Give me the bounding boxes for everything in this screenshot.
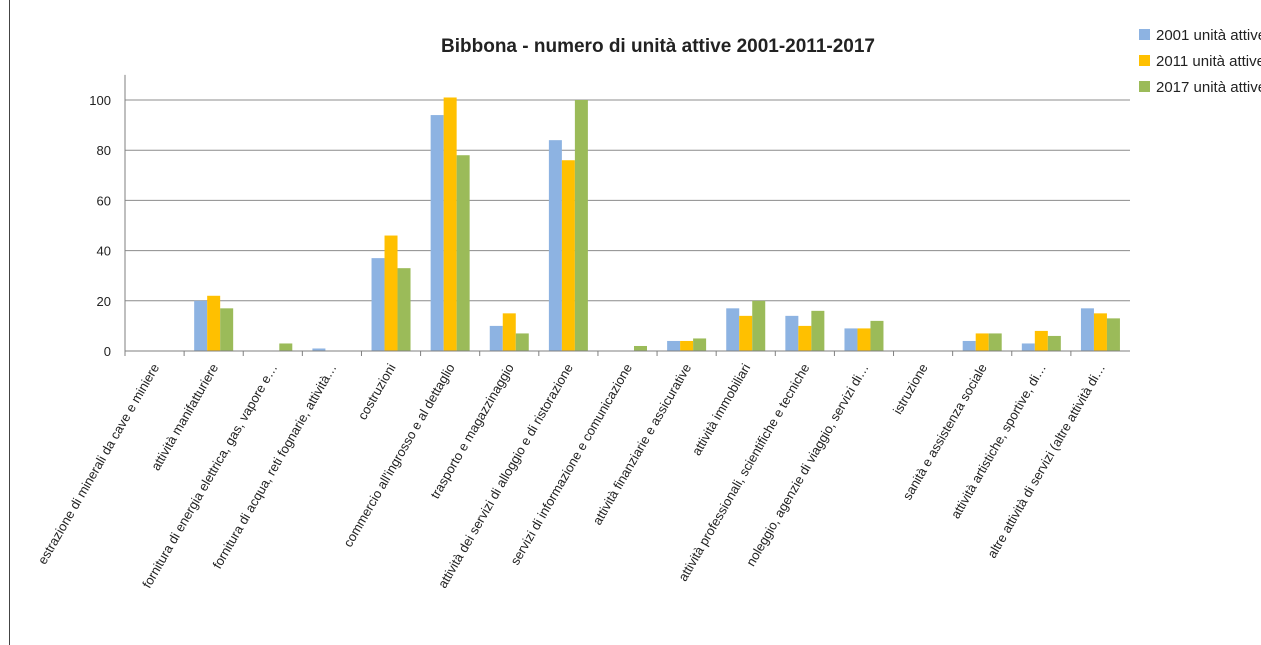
bar [312, 348, 326, 351]
y-tick-label: 100 [89, 93, 111, 108]
y-axis-ticks: 0 20 40 60 80 100 [89, 93, 111, 359]
bar [548, 140, 562, 351]
bar [962, 340, 976, 351]
bar [1021, 343, 1035, 351]
bar [502, 313, 516, 351]
bar [680, 340, 694, 351]
bar [739, 315, 753, 351]
y-tick-label: 20 [97, 294, 111, 309]
bar [752, 300, 766, 351]
y-tick-label: 40 [97, 244, 111, 259]
x-category-label: attività finanziarie e assicurative [589, 361, 694, 527]
bar [397, 268, 411, 351]
legend-swatch [1139, 81, 1150, 92]
legend-label: 2011 unità attive [1156, 53, 1261, 70]
legend: 2001 unità attive 2011 unità attive 2017 u… [1139, 27, 1261, 96]
bar [870, 320, 884, 351]
x-category-label: altre attività di servizi (altre attivit… [984, 361, 1108, 561]
bar [561, 160, 575, 351]
bar [811, 310, 825, 351]
x-category-label: estrazione di minerali da cave e miniere [35, 361, 163, 567]
bar [667, 340, 681, 351]
x-category-label: costruzioni [355, 361, 399, 422]
bar [515, 333, 529, 351]
y-tick-label: 60 [97, 193, 111, 208]
bar [384, 235, 398, 351]
bar [1034, 330, 1048, 351]
y-tick-label: 0 [104, 344, 111, 359]
y-tick-label: 80 [97, 143, 111, 158]
x-category-label: noleggio, agenzie di viaggio, servizi di… [743, 361, 872, 569]
chart-title: Bibbona - numero di unità attive 2001-20… [441, 36, 875, 57]
legend-label: 2017 unità attive [1156, 79, 1261, 96]
bar [220, 308, 234, 351]
bar [207, 295, 221, 351]
bar [430, 115, 444, 351]
bar [857, 328, 871, 351]
bar [798, 325, 812, 351]
bar [988, 333, 1002, 351]
bar [1106, 318, 1120, 351]
bar [1047, 335, 1061, 351]
bar [443, 97, 457, 352]
bar [844, 328, 858, 351]
x-category-label: attività manifatturiere [148, 361, 221, 473]
left-frame-border [9, 0, 10, 645]
bar [489, 325, 503, 351]
legend-swatch [1139, 29, 1150, 40]
x-category-label: commercio all'ingrosso e al dettaglio [340, 361, 458, 550]
bar [371, 258, 385, 351]
legend-label: 2001 unità attive [1156, 27, 1261, 44]
bar [574, 100, 588, 351]
x-category-label: attività immobiliari [689, 361, 754, 458]
x-category-label: attività professionali, scientifiche e t… [675, 361, 812, 584]
bar [194, 300, 208, 351]
bar [456, 155, 470, 351]
bar [634, 345, 647, 351]
bar [785, 315, 799, 351]
bars [194, 97, 1120, 352]
axes [124, 74, 1130, 356]
bar [693, 338, 707, 351]
x-category-label: istruzione [890, 361, 931, 417]
bar [975, 333, 989, 351]
bar [726, 308, 740, 351]
x-category-label: fornitura di acqua, reti fognarie, attiv… [209, 361, 339, 571]
legend-swatch [1139, 55, 1150, 66]
x-axis-labels: estrazione di minerali da cave e miniere… [35, 361, 1108, 591]
x-category-label: servizi di informazione e comunicazione [507, 361, 635, 567]
bar [279, 343, 293, 351]
bar [1093, 313, 1107, 351]
gridlines [125, 99, 1130, 302]
bar [1080, 308, 1094, 351]
